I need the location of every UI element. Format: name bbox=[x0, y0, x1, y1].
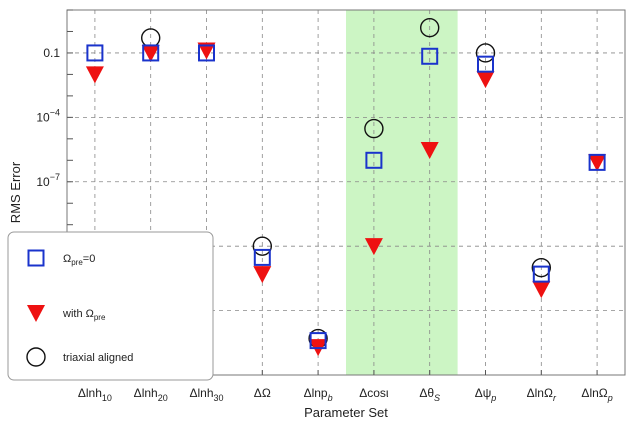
square-marker bbox=[477, 55, 494, 73]
triangle-marker bbox=[85, 66, 104, 84]
highlight-band bbox=[346, 10, 458, 375]
circle-marker bbox=[420, 17, 440, 38]
x-tick-label: Δlnh30 bbox=[189, 386, 223, 403]
x-axis: Δlnh10 Δlnh20 Δlnh30 ΔΩ Δlnpb Δcosι ΔθS Δψp ΔlnΩ… bbox=[78, 370, 613, 403]
legend-label: triaxial aligned bbox=[63, 352, 133, 364]
x-axis-label: Parameter Set bbox=[304, 405, 388, 420]
square-marker bbox=[86, 44, 104, 62]
square-marker bbox=[588, 153, 606, 171]
square-marker bbox=[198, 44, 215, 62]
square-marker bbox=[253, 248, 271, 266]
data-marks bbox=[85, 17, 607, 357]
square-marker bbox=[421, 47, 439, 65]
triangle-marker bbox=[588, 154, 607, 172]
legend-symbol bbox=[27, 249, 45, 267]
circle-marker bbox=[531, 257, 551, 278]
triangle-marker bbox=[253, 266, 272, 284]
circle-marker bbox=[364, 118, 384, 139]
legend-symbol bbox=[27, 305, 45, 322]
legend-box bbox=[7, 231, 214, 381]
legend-symbol bbox=[26, 347, 46, 367]
triangle-marker bbox=[197, 42, 216, 60]
triangle-marker bbox=[532, 281, 551, 299]
triangle-marker bbox=[364, 238, 383, 256]
triangle-marker bbox=[476, 71, 495, 89]
y-axis-label: RMS Error bbox=[8, 161, 23, 223]
x-tick-label: Δlnpb bbox=[304, 386, 333, 403]
x-tick-label: ΔΩ bbox=[254, 386, 271, 400]
triangle-marker bbox=[141, 44, 160, 62]
y-tick-label: 0.1 bbox=[43, 46, 60, 60]
y-tick-label: 10−7 bbox=[36, 172, 60, 189]
x-tick-label: ΔlnΩp bbox=[581, 386, 612, 403]
x-tick-label: Δψp bbox=[475, 386, 497, 403]
square-marker bbox=[309, 332, 327, 350]
x-tick-label: Δlnh20 bbox=[134, 386, 168, 403]
legend-label: with Ωpre bbox=[62, 308, 106, 322]
y-tick-label: 10−4 bbox=[36, 107, 60, 124]
plot-frame bbox=[66, 9, 626, 376]
circle-marker bbox=[252, 236, 272, 256]
x-tick-label: ΔθS bbox=[419, 386, 440, 403]
circle-marker bbox=[475, 43, 496, 63]
x-tick-label: Δcosι bbox=[359, 386, 389, 400]
legend: Ωpre=0 with Ωpre triaxial aligned bbox=[7, 231, 214, 381]
triangle-marker bbox=[420, 142, 439, 160]
x-tick-label: ΔlnΩr bbox=[527, 386, 557, 403]
legend-label: Ωpre=0 bbox=[63, 253, 95, 267]
square-marker bbox=[365, 151, 383, 169]
square-marker bbox=[142, 44, 160, 62]
x-tick-label: Δlnh10 bbox=[78, 386, 112, 403]
square-marker bbox=[532, 265, 550, 283]
